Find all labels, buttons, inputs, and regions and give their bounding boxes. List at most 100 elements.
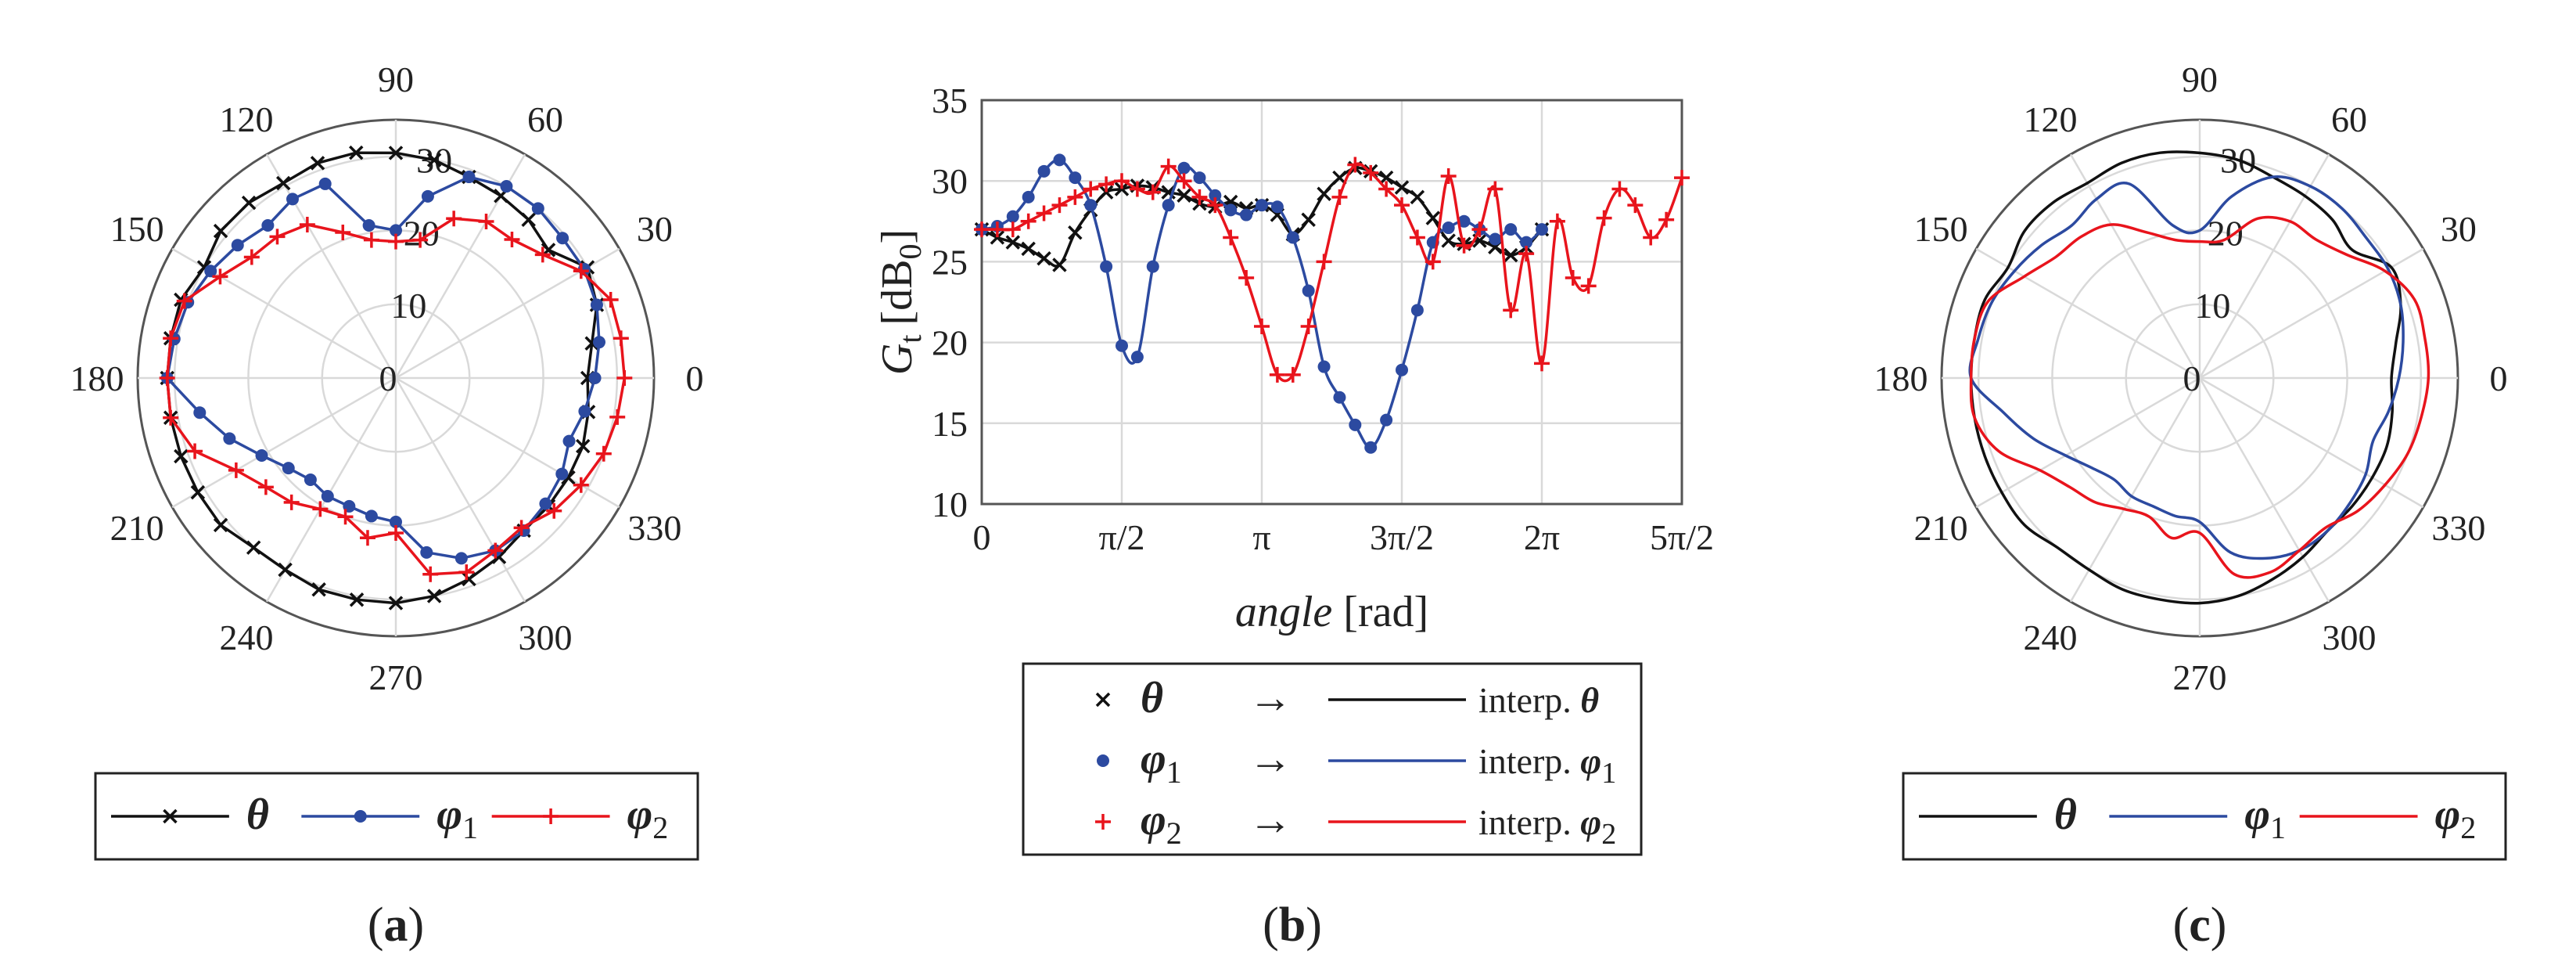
point-phi2 bbox=[1191, 189, 1208, 205]
legend-label-phi2: φ2 bbox=[2435, 790, 2477, 845]
polar-spoke bbox=[1975, 247, 2201, 380]
point-phi2 bbox=[458, 564, 475, 581]
point-phi1 bbox=[1349, 418, 1362, 431]
point-phi1 bbox=[261, 218, 275, 232]
point-phi1 bbox=[365, 510, 378, 523]
point-phi2 bbox=[1114, 173, 1130, 189]
point-phi2 bbox=[1611, 181, 1628, 197]
point-theta bbox=[1177, 188, 1191, 203]
point-theta bbox=[310, 156, 325, 171]
point-phi2 bbox=[602, 292, 619, 308]
polar-spoke bbox=[171, 376, 397, 509]
y-tick-label: 10 bbox=[932, 484, 968, 524]
radial-tick-label: 10 bbox=[390, 286, 426, 326]
point-phi1 bbox=[318, 177, 332, 190]
point-phi1 bbox=[1116, 339, 1128, 352]
point-phi1 bbox=[1193, 171, 1206, 185]
y-tick-label: 30 bbox=[932, 161, 968, 201]
point-theta bbox=[1425, 211, 1441, 225]
y-tick-label: 15 bbox=[932, 404, 968, 444]
point-theta bbox=[1114, 182, 1130, 196]
angle-tick-label: 60 bbox=[527, 99, 563, 139]
cartesian-grid bbox=[980, 99, 1683, 506]
point-theta bbox=[213, 517, 228, 533]
point-phi2 bbox=[613, 330, 629, 347]
point-phi2 bbox=[422, 566, 439, 582]
point-phi1 bbox=[390, 224, 402, 237]
point-phi1 bbox=[1442, 221, 1455, 235]
point-phi2 bbox=[1549, 213, 1565, 229]
subfigure-label: (a) bbox=[368, 898, 424, 952]
point-phi1 bbox=[1302, 284, 1315, 297]
point-phi1 bbox=[1256, 199, 1268, 212]
point-phi2 bbox=[1363, 164, 1379, 181]
point-phi2 bbox=[573, 477, 589, 493]
point-phi1 bbox=[1146, 260, 1159, 273]
point-phi1 bbox=[1410, 304, 1424, 317]
point-theta bbox=[388, 146, 404, 160]
x-tick-label: π bbox=[1252, 517, 1270, 557]
point-theta bbox=[462, 571, 476, 587]
point-phi1 bbox=[420, 546, 433, 559]
legend: θ φ1 φ2 bbox=[1902, 772, 2507, 861]
series-markers-phi2 bbox=[974, 157, 1690, 383]
point-phi2 bbox=[1534, 355, 1550, 372]
point-theta bbox=[241, 195, 257, 211]
polar-spoke bbox=[2069, 377, 2201, 603]
point-phi2 bbox=[513, 520, 530, 536]
angle-tick-label: 150 bbox=[1914, 209, 1968, 249]
angle-tick-label: 270 bbox=[2173, 657, 2227, 697]
angle-tick-label: 270 bbox=[369, 657, 423, 697]
point-phi2 bbox=[257, 479, 274, 495]
legend-marker-phi1 bbox=[354, 810, 367, 823]
x-tick-label: 3π/2 bbox=[1370, 517, 1434, 557]
angle-tick-label: 300 bbox=[519, 618, 573, 657]
y-tick-label: 25 bbox=[932, 242, 968, 282]
point-theta bbox=[1378, 170, 1394, 185]
angle-tick-label: 300 bbox=[2323, 618, 2377, 657]
point-theta bbox=[1317, 186, 1331, 201]
legend-arrow: → bbox=[1248, 796, 1292, 844]
point-phi2 bbox=[388, 233, 404, 250]
point-theta bbox=[426, 153, 442, 167]
legend-symbol-phi1: φ1 bbox=[1141, 735, 1182, 790]
point-phi2 bbox=[1223, 229, 1239, 246]
point-phi2 bbox=[1674, 170, 1690, 186]
point-phi1 bbox=[1240, 208, 1253, 221]
legend-arrow: → bbox=[1248, 735, 1292, 783]
point-phi1 bbox=[1520, 236, 1533, 249]
point-theta bbox=[1410, 189, 1425, 205]
point-phi1 bbox=[1380, 413, 1393, 427]
point-phi2 bbox=[163, 409, 179, 426]
point-phi2 bbox=[1503, 302, 1519, 319]
point-phi1 bbox=[531, 202, 544, 215]
point-phi1 bbox=[1100, 260, 1113, 273]
legend: θ → interp. θ φ1 → interp. φ1 φ2 → interp. φ2 bbox=[1022, 662, 1643, 856]
point-theta bbox=[1005, 235, 1021, 250]
angle-tick-label: 120 bbox=[220, 99, 274, 139]
subfigure-label: (b) bbox=[1263, 898, 1322, 952]
point-phi2 bbox=[609, 409, 626, 425]
point-phi1 bbox=[454, 552, 468, 565]
point-phi2 bbox=[388, 525, 404, 541]
point-phi2 bbox=[228, 462, 244, 478]
angle-tick-label: 240 bbox=[220, 618, 274, 657]
point-phi2 bbox=[1627, 197, 1644, 214]
legend-label-phi1: φ1 bbox=[437, 790, 478, 845]
point-phi2 bbox=[446, 211, 462, 227]
point-phi2 bbox=[487, 542, 504, 559]
x-tick-label: π/2 bbox=[1098, 517, 1144, 557]
radial-tick-label: 0 bbox=[2183, 358, 2201, 398]
point-phi1 bbox=[1317, 360, 1331, 373]
point-phi1 bbox=[1504, 223, 1518, 236]
point-phi2 bbox=[1083, 181, 1099, 197]
polar-spoke bbox=[265, 377, 397, 603]
point-phi1 bbox=[500, 180, 513, 193]
subfigure-label: (c) bbox=[2173, 898, 2227, 952]
angle-tick-label: 150 bbox=[110, 209, 164, 249]
point-phi2 bbox=[1409, 229, 1425, 246]
point-phi2 bbox=[1036, 205, 1052, 221]
angle-tick-label: 120 bbox=[2024, 99, 2078, 139]
legend-label-phi2: interp. φ2 bbox=[1478, 802, 1616, 851]
